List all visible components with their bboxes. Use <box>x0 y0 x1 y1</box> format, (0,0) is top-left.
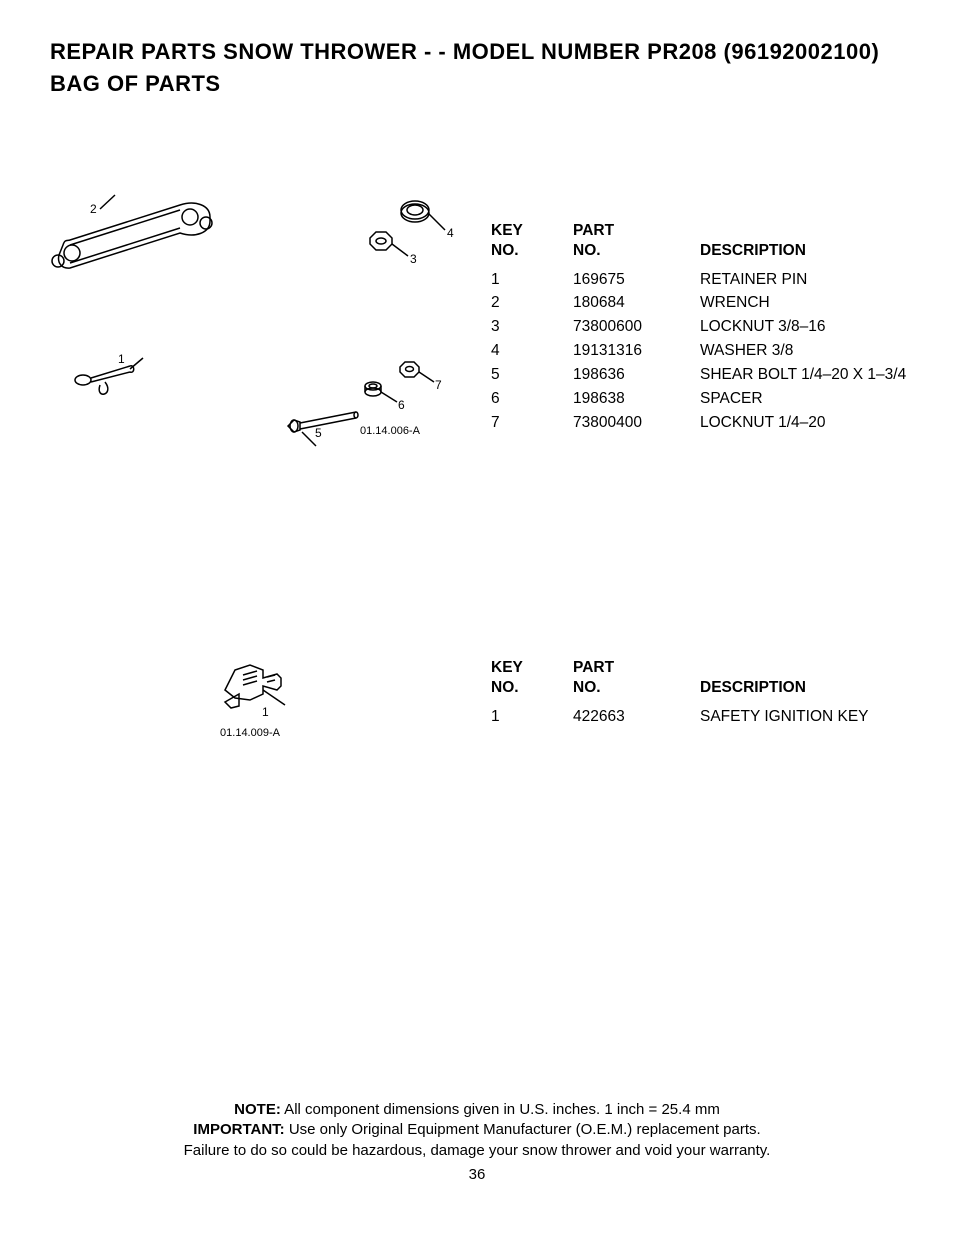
cell-key: 1 <box>490 269 570 291</box>
cell-key: 5 <box>490 364 570 386</box>
important-label: IMPORTANT: <box>193 1121 284 1138</box>
table-row: 2180684WRENCH <box>490 292 930 314</box>
callout-6: 6 <box>398 398 405 412</box>
parts-table-lower: KEYNO. PARTNO. DESCRIPTION 1422663SAFETY… <box>488 655 895 729</box>
cell-desc: LOCKNUT 1/4–20 <box>699 412 930 434</box>
cell-part: 19131316 <box>572 340 697 362</box>
cell-part: 73800400 <box>572 412 697 434</box>
table-row: 1422663SAFETY IGNITION KEY <box>490 706 893 728</box>
diagram-ref-upper: 01.14.006-A <box>360 425 420 437</box>
cell-desc: WRENCH <box>699 292 930 314</box>
th-part: PARTNO. <box>572 220 697 267</box>
cell-part: 198638 <box>572 388 697 410</box>
cell-desc: LOCKNUT 3/8–16 <box>699 316 930 338</box>
cell-key: 1 <box>490 706 570 728</box>
callout-4: 4 <box>447 226 454 240</box>
header-line1: REPAIR PARTS SNOW THROWER - - MODEL NUMB… <box>50 39 879 64</box>
cell-part: 180684 <box>572 292 697 314</box>
table-row: 773800400LOCKNUT 1/4–20 <box>490 412 930 434</box>
cell-key: 7 <box>490 412 570 434</box>
th-part: PARTNO. <box>572 657 697 704</box>
note-text: All component dimensions given in U.S. i… <box>281 1101 720 1118</box>
cell-desc: SPACER <box>699 388 930 410</box>
footer-important: IMPORTANT: Use only Original Equipment M… <box>0 1120 954 1140</box>
callout-lower-1: 1 <box>262 705 269 719</box>
page-footer: NOTE: All component dimensions given in … <box>0 1100 954 1185</box>
diagram-upper-svg <box>50 180 460 460</box>
page-header: REPAIR PARTS SNOW THROWER - - MODEL NUMB… <box>50 36 914 100</box>
parts-table-upper: KEYNO. PARTNO. DESCRIPTION 1169675RETAIN… <box>488 218 932 435</box>
cell-desc: WASHER 3/8 <box>699 340 930 362</box>
cell-part: 422663 <box>572 706 697 728</box>
diagram-upper: 2 1 3 4 5 6 7 01.14.006-A <box>50 180 460 460</box>
callout-3: 3 <box>410 252 417 266</box>
cell-part: 73800600 <box>572 316 697 338</box>
cell-desc: SAFETY IGNITION KEY <box>699 706 893 728</box>
header-line2: BAG OF PARTS <box>50 71 221 96</box>
diagram-lower-svg <box>195 650 305 730</box>
table-row: 5198636SHEAR BOLT 1/4–20 X 1–3/4 <box>490 364 930 386</box>
cell-desc: SHEAR BOLT 1/4–20 X 1–3/4 <box>699 364 930 386</box>
cell-part: 198636 <box>572 364 697 386</box>
th-desc: DESCRIPTION <box>699 220 930 267</box>
important-text: Use only Original Equipment Manufacturer… <box>285 1121 761 1138</box>
callout-7: 7 <box>435 378 442 392</box>
th-key: KEYNO. <box>490 657 570 704</box>
cell-key: 6 <box>490 388 570 410</box>
diagram-ref-lower: 01.14.009-A <box>170 727 330 739</box>
table-row: 6198638SPACER <box>490 388 930 410</box>
cell-key: 4 <box>490 340 570 362</box>
table-row: 373800600LOCKNUT 3/8–16 <box>490 316 930 338</box>
note-label: NOTE: <box>234 1101 281 1118</box>
cell-key: 2 <box>490 292 570 314</box>
callout-5: 5 <box>315 426 322 440</box>
table-row: 1169675RETAINER PIN <box>490 269 930 291</box>
callout-1: 1 <box>118 352 125 366</box>
th-desc: DESCRIPTION <box>699 657 893 704</box>
footer-line3: Failure to do so could be hazardous, dam… <box>0 1141 954 1161</box>
th-key: KEYNO. <box>490 220 570 267</box>
page-number: 36 <box>0 1165 954 1185</box>
cell-desc: RETAINER PIN <box>699 269 930 291</box>
callout-2: 2 <box>90 202 97 216</box>
cell-part: 169675 <box>572 269 697 291</box>
footer-note: NOTE: All component dimensions given in … <box>0 1100 954 1120</box>
table-row: 419131316WASHER 3/8 <box>490 340 930 362</box>
diagram-lower: 1 01.14.009-A <box>170 650 330 739</box>
cell-key: 3 <box>490 316 570 338</box>
